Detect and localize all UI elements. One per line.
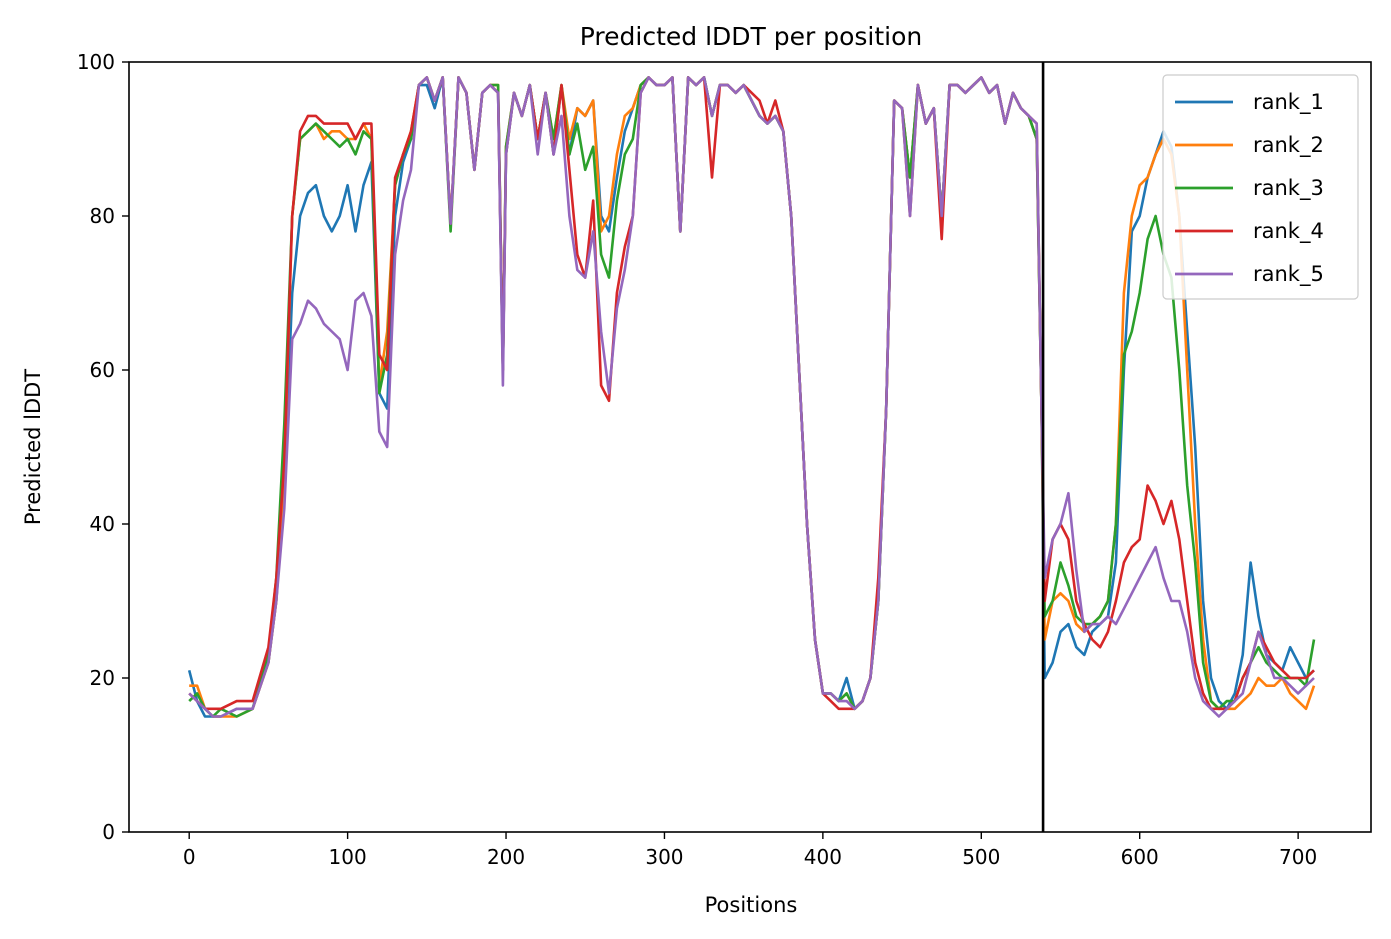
x-tick-label: 200: [487, 845, 525, 869]
legend-label-rank_2: rank_2: [1253, 133, 1324, 158]
x-tick-label: 500: [962, 845, 1000, 869]
legend: rank_1 rank_2 rank_3 rank_4 rank_5: [1162, 74, 1359, 300]
series-line-rank_4: [188, 76, 1315, 711]
y-tick-label: 60: [90, 358, 115, 382]
series-line-rank_2: [189, 76, 1316, 718]
legend-label-rank_1: rank_1: [1253, 90, 1324, 115]
legend-label-rank_5: rank_5: [1253, 262, 1324, 287]
legend-label-rank_4: rank_4: [1253, 219, 1324, 244]
x-tick-label: 700: [1279, 845, 1317, 869]
x-tick-label: 100: [329, 845, 367, 869]
x-tick-label: 300: [645, 845, 683, 869]
y-tick-label: 0: [102, 820, 115, 844]
y-axis-label: Predicted lDDT: [21, 369, 45, 525]
series-layer: [187, 76, 1316, 718]
chart-title: Predicted lDDT per position: [580, 22, 922, 51]
y-axis-ticks: 0 20 40 60 80 100: [77, 50, 129, 844]
legend-label-rank_3: rank_3: [1253, 176, 1324, 201]
x-tick-label: 600: [1121, 845, 1159, 869]
series-line-rank_1: [187, 76, 1315, 718]
y-tick-label: 40: [90, 512, 115, 536]
y-tick-label: 80: [90, 204, 115, 228]
series-line-rank_3: [188, 76, 1316, 718]
series-line-rank_5: [188, 76, 1315, 718]
legend-box: [1162, 74, 1359, 300]
y-tick-label: 20: [90, 666, 115, 690]
x-axis-label: Positions: [705, 893, 798, 917]
x-axis-ticks: 0 100 200 300 400 500 600 700: [183, 832, 1317, 869]
y-tick-label: 100: [77, 50, 115, 74]
x-tick-label: 400: [804, 845, 842, 869]
plot-frame: [128, 61, 1372, 833]
x-tick-label: 0: [183, 845, 196, 869]
